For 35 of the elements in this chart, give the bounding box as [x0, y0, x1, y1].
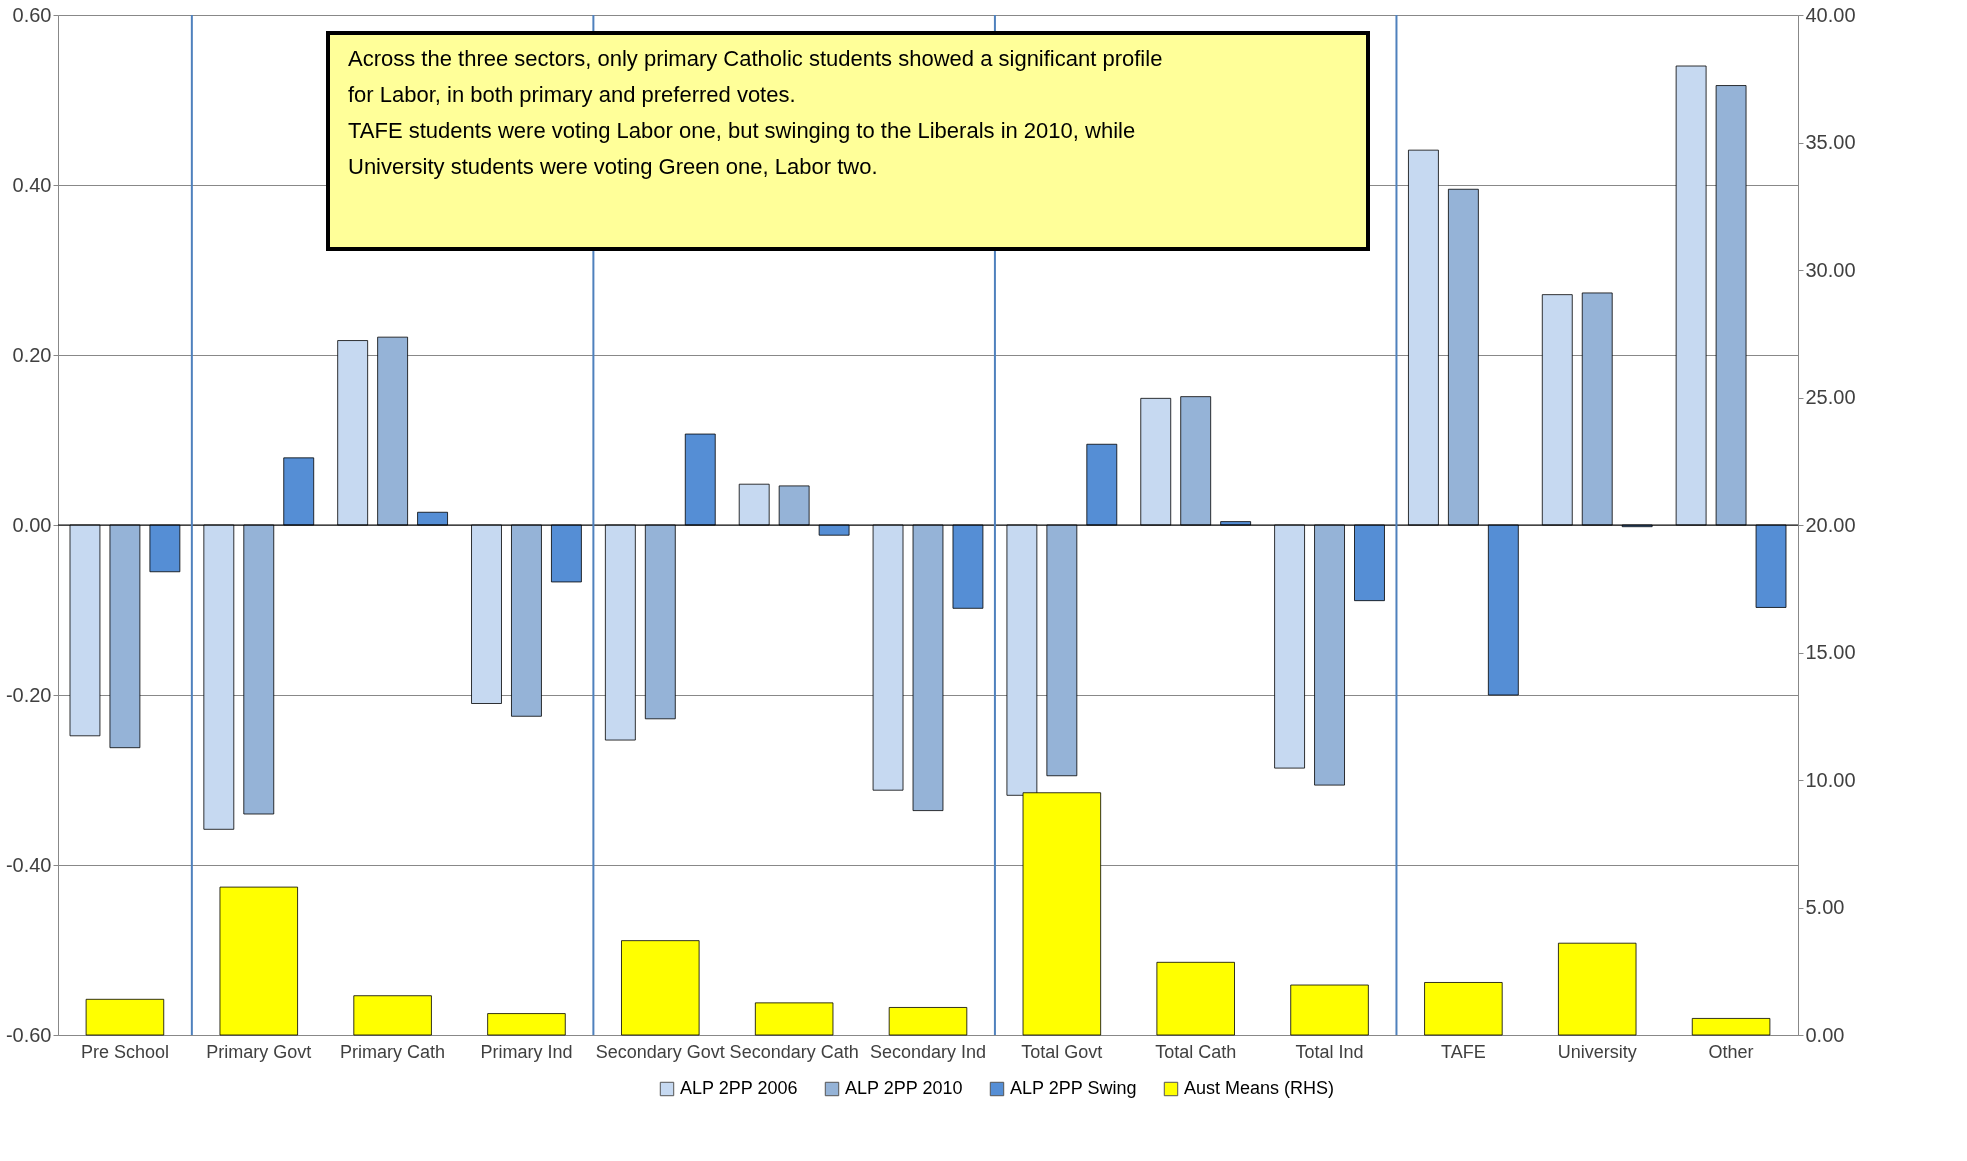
x-tick-label: Total Ind	[1295, 1041, 1364, 1062]
y2-tick-label: 10.00	[1805, 768, 1856, 791]
x-tick-label: Secondary Ind	[869, 1041, 987, 1062]
x-tick-label: Primary Cath	[340, 1041, 446, 1062]
annotation: Across the three sectors, only primary Catholic students showed a significant profile for Labor, in both primary and preferred votes.	[348, 46, 1163, 107]
y-tick-label: -0.60	[5, 1023, 52, 1046]
x-tick-label: Primary Ind	[480, 1041, 573, 1062]
x-tick-label: TAFE	[1441, 1041, 1486, 1062]
y-tick-label: 0.20	[12, 343, 52, 366]
y2-tick-label: 35.00	[1805, 131, 1856, 153]
legend-label: ALP 2PP 2006	[680, 1078, 798, 1098]
x-tick-label: University	[1557, 1041, 1637, 1062]
x-tick-label: Secondary Govt	[595, 1041, 725, 1062]
legend-label: ALP 2PP Swing	[1010, 1078, 1137, 1098]
x-tick-label: Primary Govt	[206, 1041, 312, 1062]
y2-tick-label: 20.00	[1805, 513, 1856, 536]
legend-label: Aust Means (RHS)	[1184, 1078, 1335, 1098]
y-tick-label: 0.40	[12, 173, 52, 196]
y2-tick-label: 15.00	[1805, 641, 1856, 663]
y2-tick-label: 40.00	[1805, 3, 1856, 26]
y2-tick-label: 5.00	[1805, 896, 1845, 918]
y2-tick-label: 25.00	[1805, 386, 1856, 408]
y2-tick-label: 30.00	[1805, 258, 1856, 281]
x-tick-label: Total Cath	[1155, 1041, 1237, 1062]
y-tick-label: 0.60	[12, 3, 52, 26]
annotation: TAFE students were voting Labor one, but swinging to the Liberals in 2010, while University students were voting Green one, Labor two.	[348, 118, 1136, 179]
y-tick-label: 0.00	[12, 513, 52, 536]
y-tick-label: -0.20	[5, 683, 52, 706]
y2-tick-label: 0.00	[1805, 1023, 1845, 1046]
y-tick-label: -0.40	[5, 853, 52, 876]
x-tick-label: Secondary Cath	[729, 1041, 859, 1062]
x-tick-label: Other	[1708, 1041, 1754, 1062]
x-tick-label: Total Govt	[1021, 1041, 1103, 1062]
x-tick-label: Pre School	[80, 1041, 169, 1062]
legend-label: ALP 2PP 2010	[845, 1078, 963, 1098]
